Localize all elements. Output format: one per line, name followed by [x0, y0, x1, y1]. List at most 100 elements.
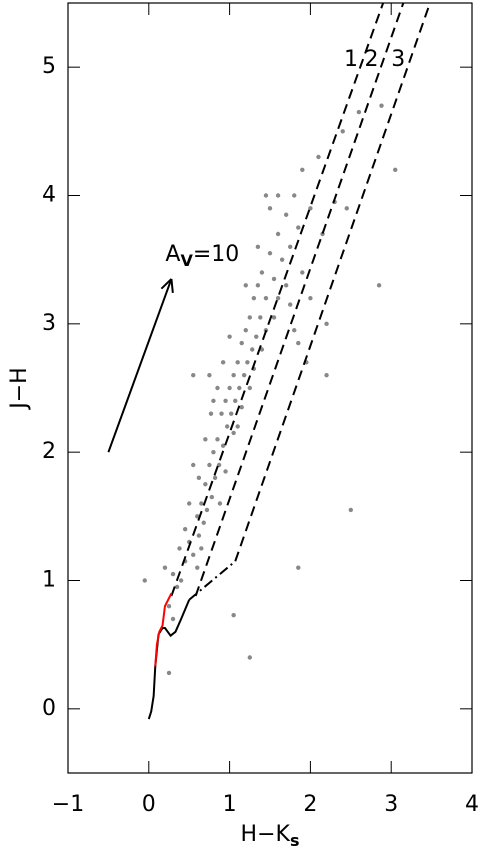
data-point: [263, 295, 269, 301]
data-point: [308, 206, 313, 211]
data-point: [258, 315, 263, 320]
data-point: [245, 360, 250, 365]
line-label: 2: [365, 47, 379, 72]
x-tick-label: 4: [465, 792, 479, 817]
arrow-label-suffix: =10: [193, 242, 239, 267]
y-tick-label: 3: [42, 311, 56, 336]
data-point: [231, 612, 236, 618]
data-point: [255, 244, 261, 250]
data-point: [196, 475, 202, 481]
data-point: [217, 501, 223, 506]
x-tick-label: 1: [223, 792, 237, 817]
data-point: [308, 295, 313, 301]
data-point: [196, 533, 202, 538]
data-point: [255, 283, 261, 288]
data-point: [324, 372, 329, 378]
data-point: [231, 430, 236, 436]
data-point: [195, 565, 200, 570]
data-point: [223, 469, 228, 474]
data-point: [187, 501, 192, 506]
data-point: [239, 405, 244, 410]
data-point: [231, 372, 236, 378]
data-point: [207, 462, 212, 468]
data-point: [211, 449, 216, 455]
data-point: [203, 437, 208, 442]
data-point: [220, 360, 226, 365]
data-point: [296, 565, 301, 570]
data-point: [191, 372, 196, 378]
data-point: [300, 270, 305, 275]
y-tick-label: 0: [42, 696, 56, 721]
data-point: [275, 231, 281, 237]
x-axis-label-sub: s: [290, 831, 300, 850]
data-point: [203, 482, 208, 487]
data-point: [215, 437, 220, 442]
data-point: [348, 507, 353, 513]
data-point: [243, 283, 248, 288]
locus-line: [194, 2, 405, 597]
x-axis-label-main: H−K: [241, 822, 291, 847]
data-point: [393, 167, 398, 173]
arrow-label-main: A: [165, 242, 180, 267]
data-point: [324, 321, 329, 327]
y-tick-label: 1: [42, 568, 56, 593]
data-point: [296, 340, 301, 346]
data-point: [162, 565, 168, 570]
data-point: [170, 616, 176, 622]
data-point: [142, 578, 147, 583]
data-point: [356, 109, 362, 115]
line-label: 3: [391, 47, 405, 72]
data-point: [215, 385, 220, 391]
x-tick-label: 0: [142, 792, 156, 817]
x-tick-label: −1: [52, 792, 84, 817]
data-point: [267, 206, 273, 211]
data-point: [275, 193, 281, 198]
y-axis-label: J−H: [7, 367, 32, 410]
data-point: [233, 398, 238, 404]
line-label: 1: [344, 47, 358, 72]
data-point: [288, 244, 293, 250]
data-point: [224, 424, 230, 429]
y-tick-label: 2: [42, 439, 56, 464]
data-point: [182, 526, 188, 532]
data-point: [199, 546, 204, 551]
locus-line: [170, 2, 385, 597]
data-point: [223, 398, 228, 404]
data-point: [207, 372, 212, 378]
data-point: [219, 411, 224, 416]
y-tick-label: 4: [42, 183, 56, 208]
data-point: [296, 225, 301, 230]
locus-line: [234, 2, 431, 562]
data-point: [300, 167, 305, 173]
data-point: [279, 257, 285, 262]
data-point: [379, 103, 384, 108]
arrow-head: [160, 278, 173, 290]
data-point: [283, 283, 289, 288]
reddening-vector: [107, 278, 173, 453]
data-point: [316, 154, 321, 160]
arrow-label: AV=10: [165, 242, 239, 270]
arrow-label-sub: V: [180, 250, 193, 269]
data-point: [283, 212, 289, 217]
data-point: [235, 360, 240, 365]
data-point: [288, 302, 293, 307]
data-point: [191, 462, 196, 468]
data-point: [212, 475, 218, 481]
data-point: [239, 340, 244, 346]
data-point: [178, 578, 184, 583]
data-point: [166, 603, 172, 609]
data-point: [170, 571, 176, 577]
locus-line: [147, 599, 191, 720]
x-tick-label: 3: [384, 792, 398, 817]
data-point: [204, 507, 210, 513]
x-axis-label: H−Ks: [241, 822, 300, 850]
data-point: [247, 385, 252, 391]
data-point: [237, 385, 242, 391]
data-point: [275, 295, 281, 301]
data-point: [201, 520, 206, 525]
data-point: [254, 334, 259, 339]
data-point: [211, 398, 216, 404]
x-tick-label: 2: [303, 792, 317, 817]
data-point: [191, 552, 196, 558]
